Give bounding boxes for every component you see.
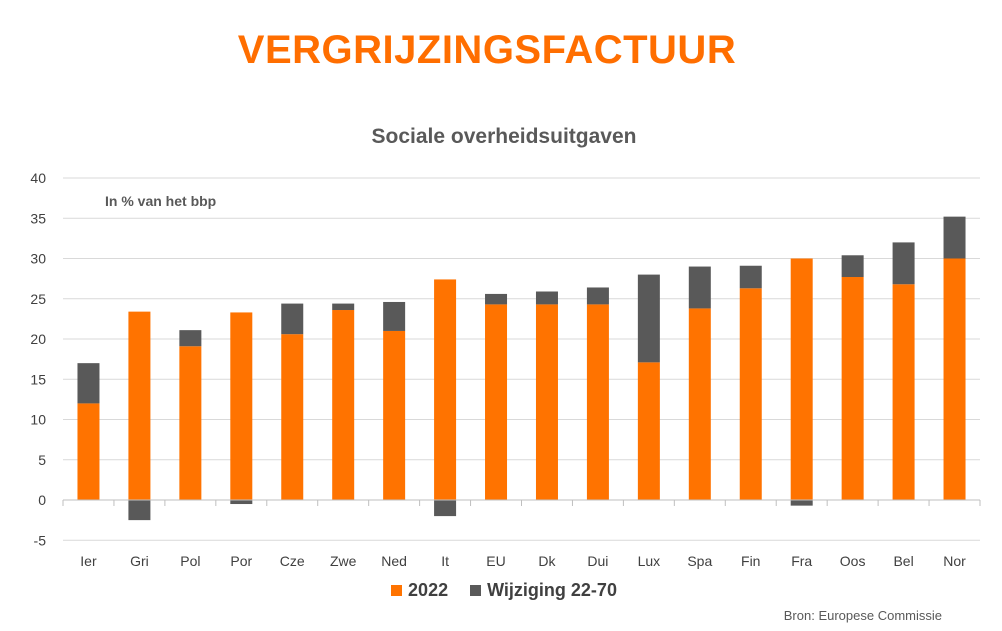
legend-label-2022: 2022 <box>408 580 449 600</box>
page-title: VERGRIJZINGSFACTUUR <box>237 28 737 72</box>
bar-wijziging <box>637 274 660 363</box>
bar-2022 <box>688 308 711 500</box>
x-tick-label: Nor <box>943 553 966 569</box>
y-tick-label: 15 <box>30 371 46 387</box>
bar-wijziging <box>688 266 711 309</box>
bar-2022 <box>230 312 253 500</box>
bar-2022 <box>637 362 660 500</box>
x-tick-label: Spa <box>687 553 712 569</box>
y-tick-label: 40 <box>30 170 46 186</box>
x-tick-label: Ier <box>80 553 97 569</box>
bar-wijziging <box>281 303 304 335</box>
legend-item-2022: 2022 <box>391 580 448 601</box>
bar-2022 <box>128 311 151 500</box>
bar-wijziging <box>485 293 508 305</box>
bar-wijziging <box>841 255 864 278</box>
bar-2022 <box>892 284 915 500</box>
bar-wijziging <box>943 216 966 259</box>
legend-item-wijziging: Wijziging 22-70 <box>470 580 617 601</box>
bar-wijziging <box>434 500 457 517</box>
bar-2022 <box>383 330 406 500</box>
x-tick-label: Fra <box>791 553 812 569</box>
bar-2022 <box>434 279 457 500</box>
bar-2022 <box>943 258 966 500</box>
x-tick-label: Dui <box>587 553 608 569</box>
legend: 2022 Wijziging 22-70 <box>0 580 1002 601</box>
bar-wijziging <box>586 287 609 305</box>
y-tick-label: 10 <box>30 412 46 428</box>
x-tick-label: Gri <box>130 553 149 569</box>
bar-wijziging <box>230 500 253 505</box>
bar-wijziging <box>535 291 558 305</box>
x-tick-label: Fin <box>741 553 760 569</box>
x-tick-label: Por <box>230 553 252 569</box>
bar-wijziging <box>790 500 813 506</box>
bar-2022 <box>179 346 202 500</box>
bar-wijziging <box>332 303 355 311</box>
x-tick-label: Zwe <box>330 553 357 569</box>
bar-2022 <box>739 288 762 500</box>
legend-label-wijziging: Wijziging 22-70 <box>487 580 617 600</box>
y-tick-label: 20 <box>30 331 46 347</box>
bar-wijziging <box>128 500 151 521</box>
bar-2022 <box>586 304 609 500</box>
y-tick-label: 5 <box>38 452 46 468</box>
x-tick-label: It <box>441 553 449 569</box>
unit-note: In % van het bbp <box>105 193 217 209</box>
bar-2022 <box>841 277 864 500</box>
y-tick-label: -5 <box>34 532 47 548</box>
x-tick-label: Pol <box>180 553 200 569</box>
x-tick-label: Cze <box>280 553 305 569</box>
bar-2022 <box>485 304 508 500</box>
bar-wijziging <box>892 242 915 285</box>
bar-2022 <box>281 334 304 500</box>
y-tick-label: 25 <box>30 291 46 307</box>
bar-2022 <box>535 304 558 500</box>
bar-wijziging <box>383 301 406 331</box>
bar-2022 <box>332 310 355 500</box>
bar-wijziging <box>739 265 762 289</box>
x-tick-label: Oos <box>840 553 866 569</box>
y-tick-label: 35 <box>30 210 46 226</box>
y-tick-label: 0 <box>38 492 46 508</box>
x-tick-label: Ned <box>381 553 407 569</box>
legend-swatch-wijziging <box>470 585 482 596</box>
legend-swatch-2022 <box>391 585 403 596</box>
source-note: Bron: Europese Commissie <box>783 608 942 623</box>
chart-title: Sociale overheidsuitgaven <box>371 125 637 148</box>
bar-wijziging <box>77 363 100 404</box>
x-tick-label: Bel <box>893 553 913 569</box>
bar-2022 <box>790 258 813 500</box>
bar-wijziging <box>179 330 202 347</box>
bar-2022 <box>77 403 100 500</box>
x-tick-label: EU <box>486 553 505 569</box>
x-tick-label: Lux <box>638 553 661 569</box>
x-tick-label: Dk <box>538 553 556 569</box>
y-tick-label: 30 <box>30 251 46 267</box>
